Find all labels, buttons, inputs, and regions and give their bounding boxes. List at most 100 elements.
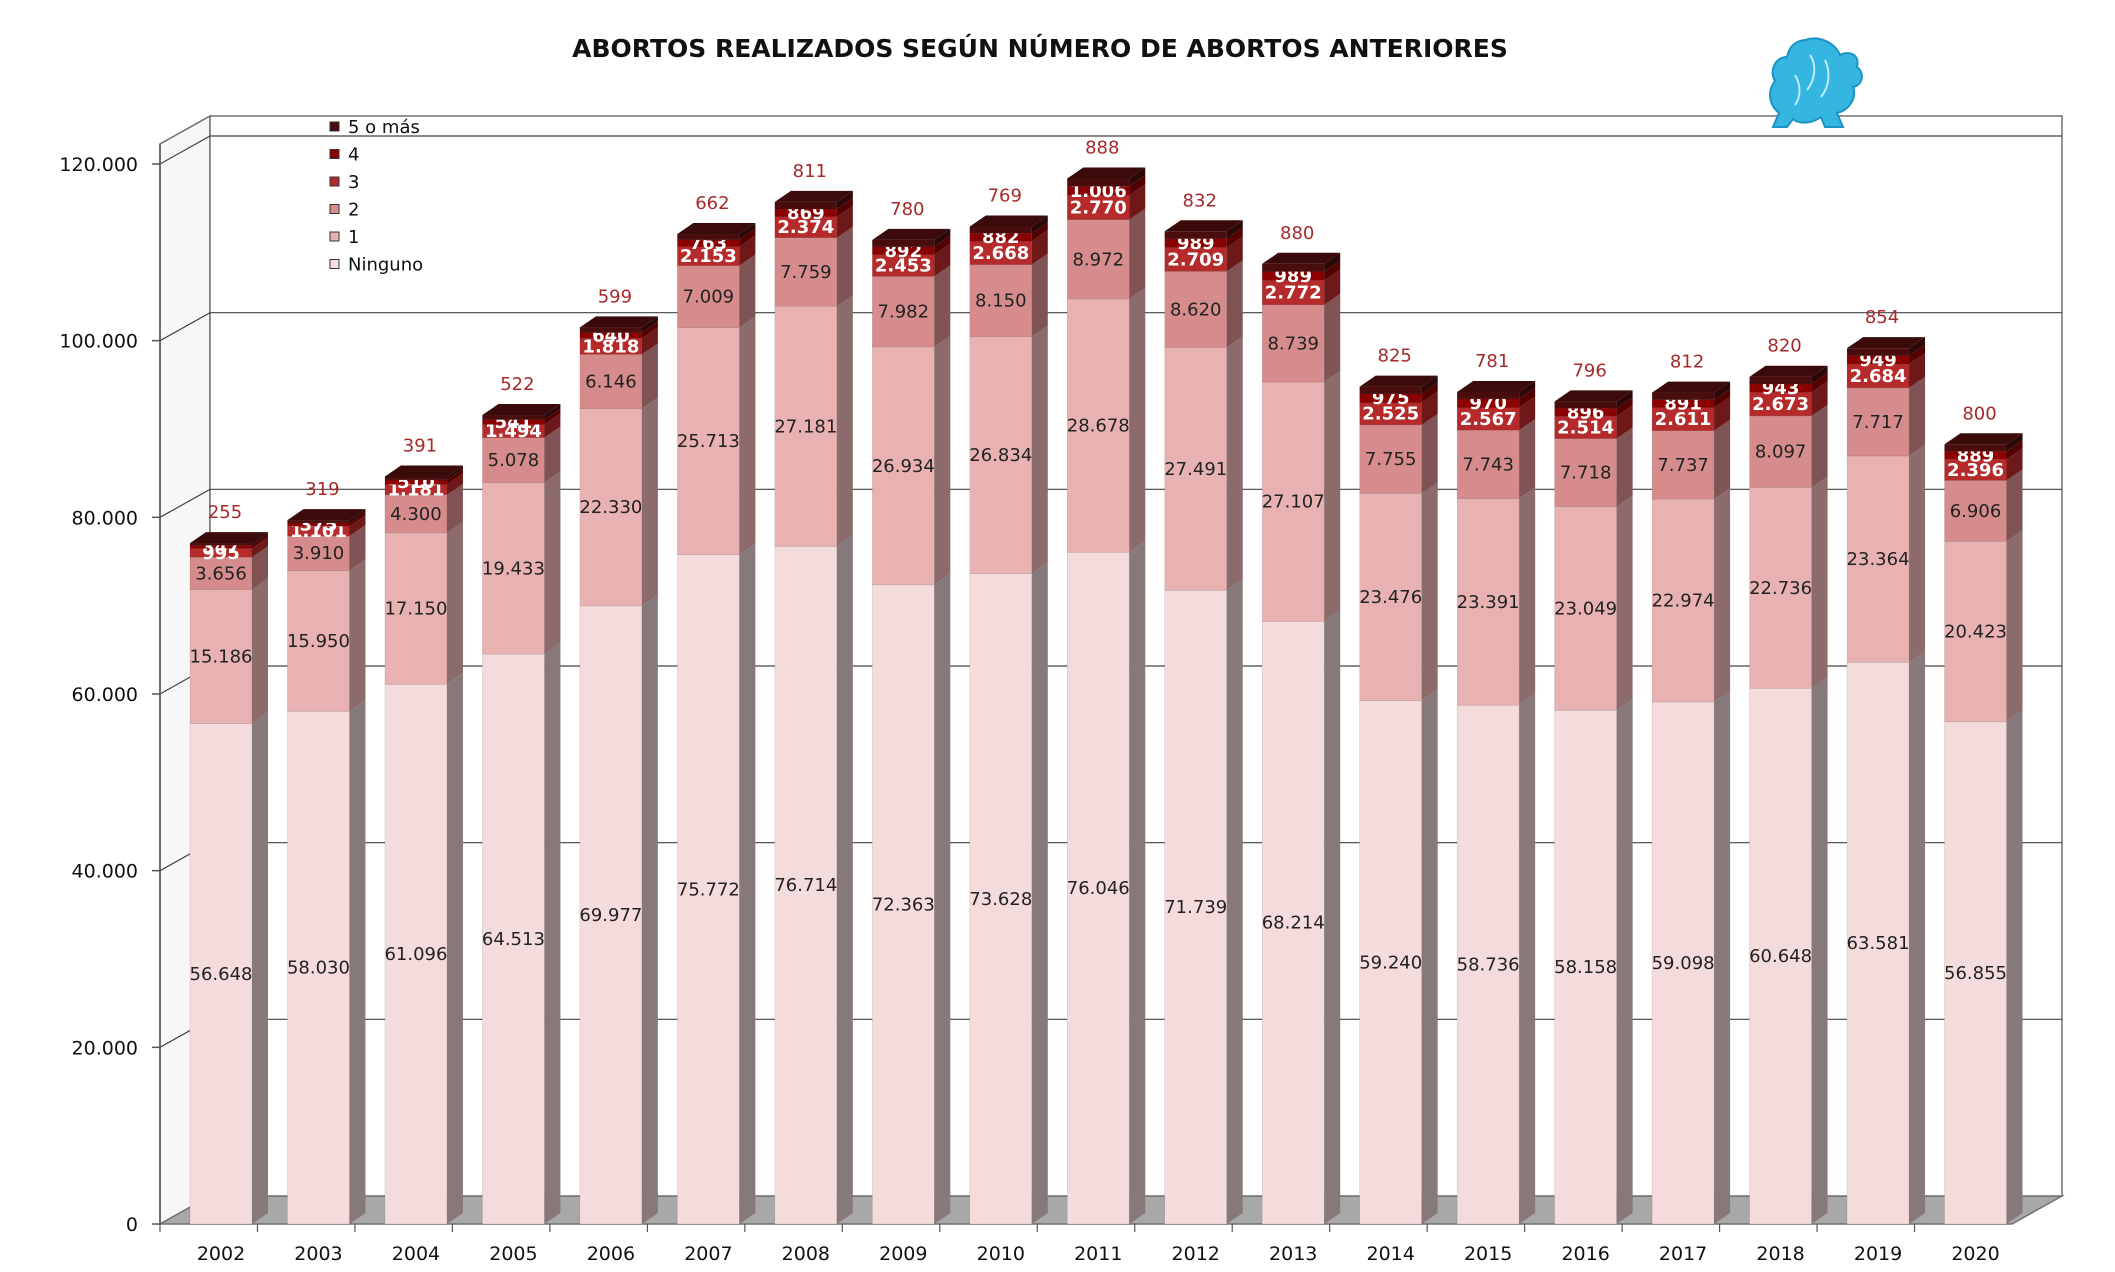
bar-side: [1519, 419, 1536, 499]
bar-label-5 o más-2003: 319: [305, 479, 339, 500]
x-tick-label-2002: 2002: [197, 1243, 245, 1265]
x-tick-label-2015: 2015: [1464, 1243, 1512, 1265]
bar-side: [641, 327, 658, 355]
bar-side: [1031, 325, 1048, 574]
bar-front: [1261, 381, 1325, 622]
bar-front: [1846, 455, 1910, 663]
bar-label-2-2017: 7.737: [1657, 455, 1709, 476]
bar-front: [774, 201, 838, 210]
bar-label-2-2004: 4.300: [390, 504, 442, 525]
bar-side: [836, 198, 853, 217]
bar-segment-3-2014: [1359, 391, 1438, 426]
bar-front: [1359, 424, 1422, 494]
bar-side: [1811, 404, 1828, 488]
bar-side: [739, 254, 756, 328]
bar-label-3-2005: 1.494: [485, 421, 542, 442]
bar-top: [287, 509, 366, 521]
bar-side: [1714, 488, 1731, 702]
legend-item-1: 1: [329, 227, 359, 248]
bar-front: [384, 684, 448, 1225]
x-tick-label-2018: 2018: [1756, 1243, 1804, 1265]
bar-front: [969, 336, 1033, 574]
bar-front: [774, 546, 838, 1225]
bar-front: [384, 532, 448, 685]
bar-segment-1-2020: [1944, 530, 2023, 723]
bar-label-3-2013: 2.772: [1265, 283, 1322, 304]
bar-label-5 o más-2012: 832: [1183, 190, 1217, 211]
bar-label-2-2009: 7.982: [878, 302, 930, 323]
x-tick-label-2006: 2006: [587, 1243, 635, 1265]
bar-front: [1164, 271, 1228, 348]
bar-side: [1811, 677, 1828, 1224]
bar-front: [1749, 415, 1812, 488]
bar-side: [1616, 390, 1633, 409]
bar-front: [1359, 493, 1422, 702]
bar-side: [1714, 381, 1731, 400]
bar-side: [641, 397, 658, 606]
bar-segment-1-2012: [1164, 336, 1243, 591]
bar-label-2-2008: 7.759: [780, 262, 832, 283]
bar-front: [1456, 391, 1520, 400]
bar-front: [1066, 219, 1130, 300]
bar-front: [1164, 347, 1228, 591]
bar-label-Ninguno-2011: 76.046: [1067, 878, 1130, 899]
bar-front: [1749, 376, 1812, 385]
bar-label-2-2012: 8.620: [1170, 299, 1222, 320]
bar-label-Ninguno-2005: 64.513: [482, 929, 545, 950]
bar-front: [1554, 709, 1617, 1225]
bar-label-5 o más-2014: 825: [1378, 346, 1412, 367]
bar-side: [252, 578, 268, 724]
bar-front: [384, 476, 448, 481]
bar-label-1-2012: 27.491: [1164, 459, 1227, 480]
legend: 5 o más 4 3 2 1 Ninguno: [329, 117, 423, 276]
bar-label-1-2009: 26.934: [872, 456, 935, 477]
bar-side: [1129, 541, 1146, 1224]
bar-front: [872, 276, 935, 348]
y-tick-label: 20.000: [72, 1037, 138, 1059]
bar-front: [1749, 487, 1812, 689]
y-tick-label: 120.000: [59, 154, 138, 176]
bar-label-3-2011: 2.770: [1070, 197, 1127, 218]
bar-segment-Ninguno-2012: [1164, 579, 1243, 1225]
bar-segment-1-2011: [1066, 287, 1146, 553]
bar-label-Ninguno-2020: 56.855: [1944, 963, 2007, 984]
bar-label-Ninguno-2018: 60.648: [1749, 946, 1812, 967]
legend-item-5 o más: 5 o más: [329, 117, 420, 138]
bar-label-Ninguno-2019: 63.581: [1847, 933, 1910, 954]
bar-label-Ninguno-2015: 58.736: [1457, 955, 1520, 976]
gridline: [159, 312, 2062, 342]
bar-front: [1944, 443, 2007, 452]
bar-top: [677, 223, 756, 235]
bar-front: [1261, 621, 1325, 1225]
bar-segment-2-2002: [189, 546, 268, 590]
bar-side: [2006, 448, 2023, 481]
bar-segment-5 o más-2014: [1359, 375, 1438, 395]
bar-front: [872, 584, 935, 1225]
x-tick-label-2019: 2019: [1854, 1243, 1902, 1265]
y-tick-label: 0: [126, 1214, 138, 1236]
bar-segment-1-2006: [579, 397, 658, 607]
bar-top: [1652, 381, 1731, 393]
bar-label-5 o más-2009: 780: [890, 199, 924, 220]
bar-label-2-2014: 7.755: [1365, 449, 1417, 470]
bar-front: [1749, 687, 1812, 1225]
bar-label-5 o más-2019: 854: [1865, 307, 1899, 328]
bar-label-3-2018: 2.673: [1752, 394, 1809, 415]
bar-segment-2-2019: [1846, 376, 1926, 457]
bar-side: [836, 226, 853, 307]
bar-segment-2-2003: [287, 524, 366, 571]
bar-side: [1811, 365, 1828, 384]
bar-segment-Ninguno-2019: [1846, 651, 1926, 1225]
bar-label-1-2017: 22.974: [1652, 590, 1715, 611]
bar-side: [1129, 175, 1146, 196]
bar-side: [1226, 336, 1243, 591]
bar-side: [1616, 699, 1633, 1224]
bar-side: [544, 426, 561, 483]
bar-side: [1031, 215, 1048, 234]
bar-top: [190, 532, 268, 544]
bar-segment-5 o más-2013: [1261, 252, 1341, 272]
bar-segment-Ninguno-2020: [1944, 710, 2023, 1225]
bar-side: [446, 483, 463, 533]
bar-segment-3-2016: [1554, 405, 1633, 439]
